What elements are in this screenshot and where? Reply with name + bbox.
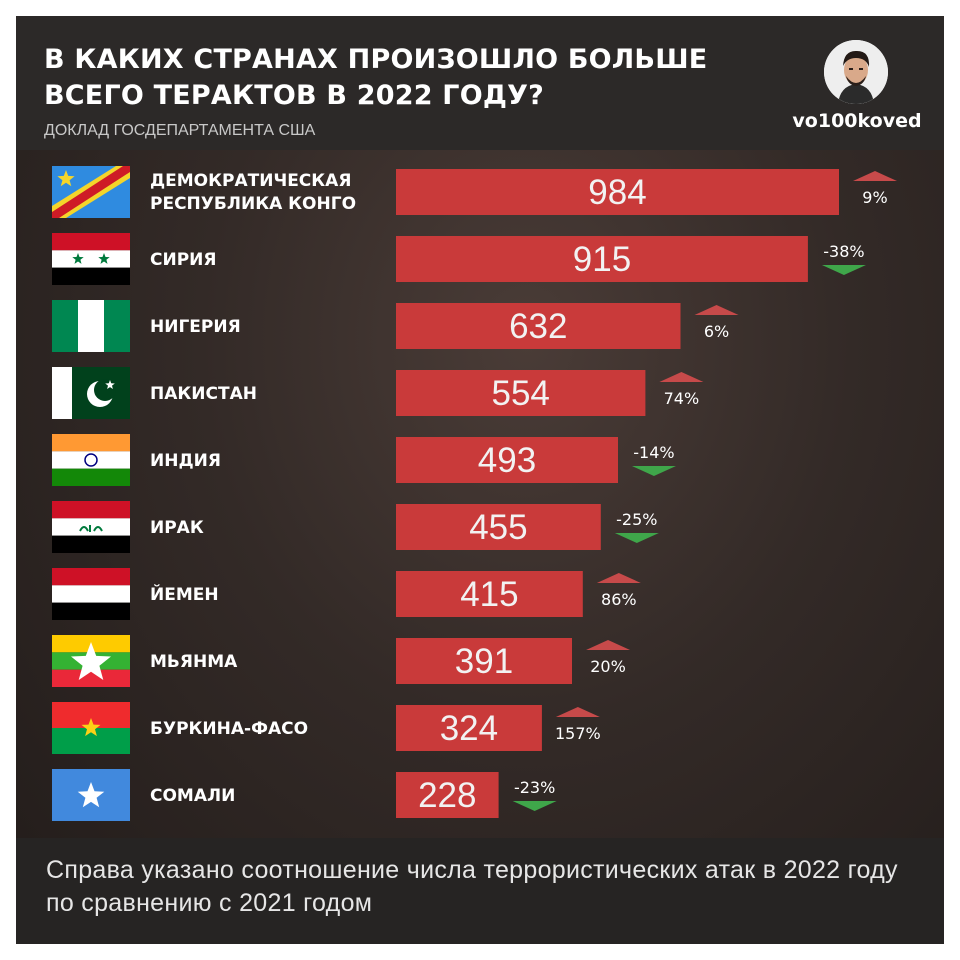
change-label: 157% bbox=[555, 724, 601, 743]
country-label-line: СИРИЯ bbox=[150, 250, 216, 270]
bar bbox=[396, 236, 808, 282]
country-label: ПАКИСТАН bbox=[150, 384, 257, 404]
bar bbox=[396, 437, 618, 483]
country-label: СОМАЛИ bbox=[150, 786, 235, 806]
country-label: ЙЕМЕН bbox=[150, 583, 219, 605]
country-label-line: ПАКИСТАН bbox=[150, 384, 257, 404]
decrease-arrow-icon bbox=[512, 801, 557, 811]
infographic-frame: В КАКИХ СТРАНАХ ПРОИЗОШЛО БОЛЬШЕ ВСЕГО Т… bbox=[16, 16, 944, 944]
bar bbox=[396, 571, 583, 617]
change-label: -23% bbox=[514, 778, 555, 797]
flag-burkina-faso-icon bbox=[52, 702, 130, 754]
flag-india-icon bbox=[52, 434, 130, 486]
bar-value-label: 632 bbox=[509, 307, 567, 346]
flag-dr-congo-icon bbox=[52, 166, 130, 218]
country-label-line: НИГЕРИЯ bbox=[150, 317, 241, 337]
country-label-line: ЙЕМЕН bbox=[150, 583, 219, 605]
increase-arrow-icon bbox=[694, 305, 739, 315]
change-label: 9% bbox=[862, 188, 887, 207]
flag-syria-icon bbox=[52, 233, 130, 285]
bar-chart: ДЕМОКРАТИЧЕСКАЯ РЕСПУБЛИКА КОНГО 984 9% СИРИ… bbox=[52, 166, 897, 821]
change-label: -38% bbox=[823, 242, 864, 261]
decrease-arrow-icon bbox=[631, 466, 676, 476]
increase-arrow-icon bbox=[586, 640, 631, 650]
chart-row: БУРКИНА-ФАСО 324 157% bbox=[52, 702, 601, 754]
chart-row: МЬЯНМА 391 20% bbox=[52, 635, 631, 687]
chart-row: ДЕМОКРАТИЧЕСКАЯ РЕСПУБЛИКА КОНГО 984 9% bbox=[52, 166, 897, 218]
chart-row: ПАКИСТАН 554 74% bbox=[52, 367, 704, 419]
flag-somalia-icon bbox=[52, 769, 130, 821]
decrease-arrow-icon bbox=[821, 265, 866, 275]
decrease-arrow-icon bbox=[614, 533, 659, 543]
country-label-line: ДЕМОКРАТИЧЕСКАЯ bbox=[150, 171, 351, 191]
chart-row: ИНДИЯ 493 -14% bbox=[52, 434, 676, 486]
country-label-line: БУРКИНА-ФАСО bbox=[150, 719, 308, 739]
bar bbox=[396, 638, 572, 684]
flag-nigeria-icon bbox=[52, 300, 130, 352]
chart-row: НИГЕРИЯ 632 6% bbox=[52, 300, 739, 352]
country-label-line: МЬЯНМА bbox=[150, 652, 238, 672]
bar-value-label: 554 bbox=[491, 374, 549, 413]
flag-iraq-icon bbox=[52, 501, 130, 553]
flag-yemen-icon bbox=[52, 568, 130, 620]
country-label: БУРКИНА-ФАСО bbox=[150, 719, 308, 739]
country-label: МЬЯНМА bbox=[150, 652, 238, 672]
chart-row: ИРАК 455 -25% bbox=[52, 501, 659, 553]
change-label: 6% bbox=[704, 322, 729, 341]
country-label: ДЕМОКРАТИЧЕСКАЯ РЕСПУБЛИКА КОНГО bbox=[150, 171, 356, 214]
chart-row: СИРИЯ 915 -38% bbox=[52, 233, 866, 285]
country-label-line: СОМАЛИ bbox=[150, 786, 235, 806]
country-label: ИРАК bbox=[150, 518, 204, 538]
increase-arrow-icon bbox=[659, 372, 704, 382]
bar-value-label: 493 bbox=[478, 441, 536, 480]
change-label: 74% bbox=[664, 389, 700, 408]
change-label: 20% bbox=[590, 657, 626, 676]
change-label: 86% bbox=[601, 590, 637, 609]
country-label: ИНДИЯ bbox=[150, 451, 221, 471]
author-handle: vo100koved bbox=[792, 110, 922, 132]
page-subtitle: ДОКЛАД ГОСДЕПАРТАМЕНТА США bbox=[44, 122, 316, 139]
bar bbox=[396, 370, 646, 416]
flag-myanmar-icon bbox=[52, 635, 130, 687]
footnote: Справа указано соотношение числа террори… bbox=[46, 856, 898, 917]
footer bbox=[16, 838, 944, 944]
increase-arrow-icon bbox=[555, 707, 600, 717]
header bbox=[16, 16, 944, 150]
bar-value-label: 228 bbox=[418, 776, 476, 815]
country-label-line: ИРАК bbox=[150, 518, 204, 538]
bar bbox=[396, 705, 542, 751]
bar bbox=[396, 303, 681, 349]
change-label: -14% bbox=[633, 443, 674, 462]
flag-pakistan-icon bbox=[52, 367, 130, 419]
bar-value-label: 915 bbox=[573, 240, 631, 279]
author-avatar-icon bbox=[824, 40, 888, 104]
change-label: -25% bbox=[616, 510, 657, 529]
bar-value-label: 455 bbox=[469, 508, 527, 547]
bar bbox=[396, 772, 499, 818]
bar-value-label: 391 bbox=[455, 642, 513, 681]
country-label: СИРИЯ bbox=[150, 250, 216, 270]
country-label-line: ИНДИЯ bbox=[150, 451, 221, 471]
chart-row: СОМАЛИ 228 -23% bbox=[52, 769, 557, 821]
chart-row: ЙЕМЕН 415 86% bbox=[52, 568, 641, 620]
country-label-line: РЕСПУБЛИКА КОНГО bbox=[150, 194, 356, 214]
bar-value-label: 324 bbox=[440, 709, 498, 748]
country-label: НИГЕРИЯ bbox=[150, 317, 241, 337]
increase-arrow-icon bbox=[596, 573, 641, 583]
bar bbox=[396, 169, 839, 215]
bar-value-label: 984 bbox=[588, 173, 646, 212]
bar-value-label: 415 bbox=[460, 575, 518, 614]
page-title: В КАКИХ СТРАНАХ ПРОИЗОШЛО БОЛЬШЕ ВСЕГО Т… bbox=[44, 44, 708, 111]
bar bbox=[396, 504, 601, 550]
increase-arrow-icon bbox=[853, 171, 897, 181]
